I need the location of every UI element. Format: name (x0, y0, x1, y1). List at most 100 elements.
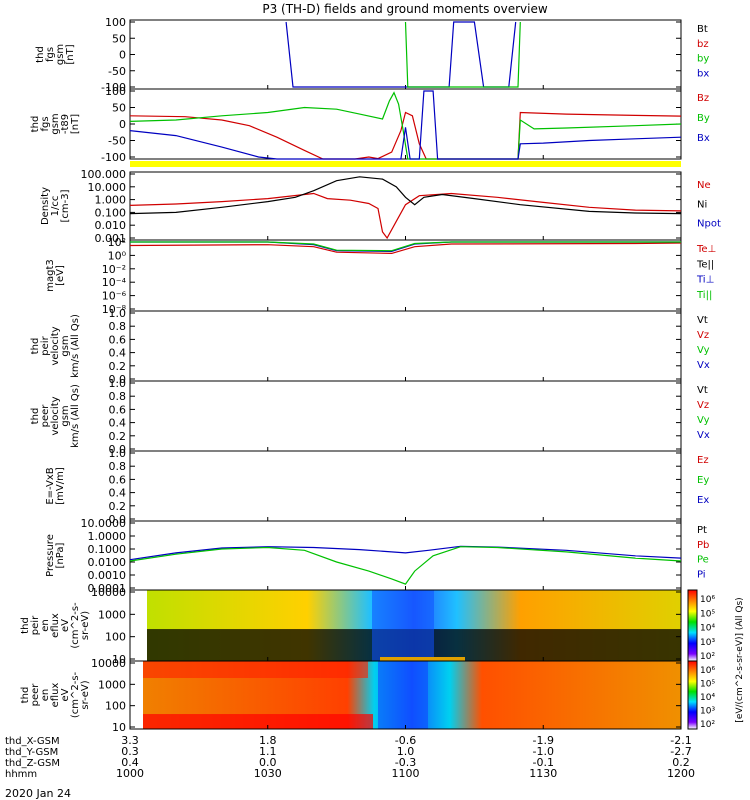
x-tick-label: -2.1 (670, 734, 691, 747)
y-tick-label: 10⁻² (102, 263, 126, 276)
y-axis-label: peir (30, 615, 41, 635)
date-label: 2020 Jan 24 (5, 787, 71, 800)
y-axis-label: fgs (45, 47, 56, 62)
y-axis-label: thd (35, 46, 46, 63)
y-axis-label: eV (60, 688, 71, 701)
y-axis-label: en (40, 619, 51, 632)
y-axis-label: (cm^2-s- (70, 602, 81, 649)
y-tick-label: 0.0 (109, 513, 127, 526)
colorbar-tick-label: 10⁴ (700, 693, 715, 703)
series-Te⊥ (129, 242, 682, 255)
x-tick-label: 1200 (667, 767, 695, 780)
y-axis-label: velocity (50, 326, 61, 365)
legend-entry: Ey (697, 475, 709, 486)
y-tick-label: 10² (108, 236, 126, 249)
y-axis-label: [nT] (65, 44, 76, 64)
y-tick-label: 0.6 (109, 333, 127, 346)
y-tick-label: 10.0000 (81, 517, 127, 530)
y-axis-label: (cm^2-s- (70, 671, 81, 718)
x-tick-label: 0.3 (121, 745, 139, 758)
series-by (404, 21, 521, 88)
legend-entry: Pb (697, 540, 709, 551)
legend-entry: Vt (697, 385, 708, 396)
panel-fgs: 100 50 0 -50 -100 thd fgs gsm [nT] Bt bz by bx (35, 16, 709, 94)
x-axis-row-label: hhmm (5, 769, 37, 780)
series-By (129, 91, 682, 160)
legend-entry: By (697, 113, 710, 124)
y-tick-label: 0.2 (109, 500, 127, 513)
panel-frame (129, 171, 682, 241)
y-axis-label: -t89 (60, 114, 71, 134)
legend-entry: Pi (697, 569, 706, 580)
y-tick-label: 0.0 (109, 443, 127, 456)
y-axis-label: peer (30, 683, 41, 707)
y-tick-label: 0.0001 (88, 582, 127, 595)
y-tick-label: 50 (112, 32, 126, 45)
panel-peer_velocity: 1.00.80.60.40.20.0 thd peer velocity gsm km/s… (30, 377, 710, 456)
colorbar-tick-label: 10³ (700, 638, 715, 648)
y-axis-label: thd (30, 116, 41, 133)
x-tick-label: 0.4 (121, 756, 139, 769)
y-tick-label: 0 (119, 49, 126, 62)
legend-entry: Ti⊥ (696, 275, 714, 286)
x-tick-label: 1.1 (259, 745, 277, 758)
legend-entry: Pe (697, 555, 709, 566)
spectrogram-core (378, 661, 428, 729)
y-axis-label: gsm (50, 113, 61, 134)
y-tick-label: 0.0010 (88, 569, 127, 582)
x-tick-label: -0.3 (395, 756, 416, 769)
panel-peer_eflux: 10000 1000 100 10 thd peer en eflux eV (cm^2-s-sr… (20, 657, 715, 734)
y-tick-label: 100 (105, 85, 126, 98)
y-tick-label: 0.4 (109, 487, 127, 500)
x-tick-label: 1.0 (397, 745, 415, 758)
colorbar-tick-label: 10⁶ (700, 666, 715, 676)
y-tick-label: -50 (108, 65, 126, 78)
y-axis-label: [eV] (55, 265, 66, 286)
x-tick-label: 3.3 (121, 734, 139, 747)
y-tick-label: 0.2 (109, 360, 127, 373)
y-tick-label: 0.2 (109, 430, 127, 443)
y-tick-label: 100 (105, 700, 126, 713)
x-tick-label: -2.7 (670, 745, 691, 758)
legend-entry: bz (697, 39, 709, 50)
y-axis-label: velocity (50, 396, 61, 435)
series-bx (285, 21, 517, 88)
y-tick-label: 10⁻⁸ (102, 303, 127, 316)
y-axis-label: gsm (60, 335, 71, 356)
y-axis-label: thd (20, 687, 31, 704)
x-tick-label: -0.6 (395, 734, 416, 747)
legend-entry: Ex (697, 495, 709, 506)
legend-entry: Ez (697, 455, 709, 466)
x-tick-label: 1100 (392, 767, 420, 780)
legend-entry: Te⊥ (696, 244, 716, 255)
series-Ne (129, 192, 682, 240)
series-Pi (129, 545, 682, 561)
y-tick-label: 10.000 (88, 181, 127, 194)
y-tick-label: 0.8 (109, 320, 127, 333)
y-axis-label: [nPa] (55, 542, 66, 568)
y-tick-label: 0.001 (95, 232, 127, 245)
colorbar-tick-label: 10³ (700, 707, 715, 717)
x-tick-label: -1.9 (533, 734, 554, 747)
legend-entry: Ne (697, 180, 711, 191)
y-tick-label: 0.0100 (88, 556, 127, 569)
y-tick-label: 1.000 (95, 194, 127, 207)
x-tick-label: 1130 (529, 767, 557, 780)
y-axis-label: thd (20, 617, 31, 634)
y-tick-label: 10⁰ (108, 249, 127, 262)
spectrogram-high-band (143, 661, 368, 678)
legend-entry: Vx (697, 430, 710, 441)
x-tick-label: -1.0 (533, 745, 554, 758)
colorbar (687, 660, 698, 730)
x-axis-row-label: thd_Y-GSM (5, 747, 58, 758)
colorbar-tick-label: 10⁶ (700, 595, 715, 605)
y-axis-label: magt3 (45, 259, 56, 292)
y-tick-label: 1.0 (109, 377, 127, 390)
y-tick-label: -100 (101, 81, 126, 94)
y-tick-label: 10000 (91, 657, 126, 670)
legend-entry: Vz (697, 400, 709, 411)
x-axis-row-label: thd_X-GSM (5, 736, 60, 747)
y-tick-label: 0.8 (109, 460, 127, 473)
